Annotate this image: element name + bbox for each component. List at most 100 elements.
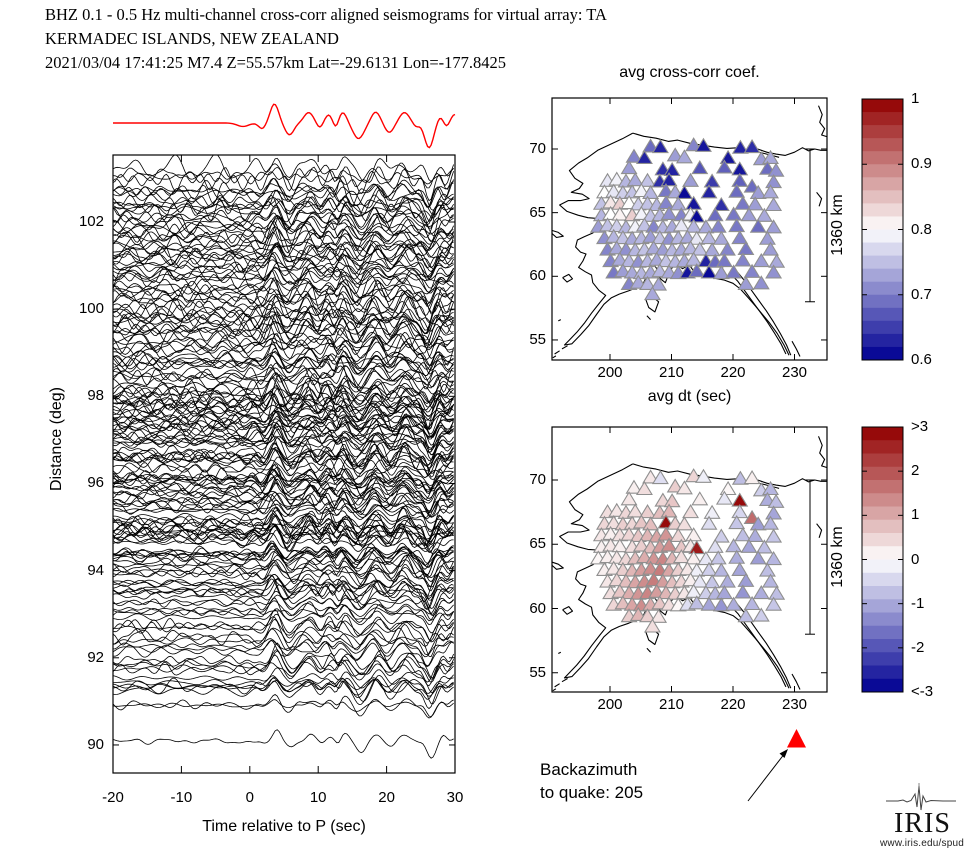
seismogram-trace <box>113 350 454 377</box>
seismogram-y-tick-label: 92 <box>87 648 104 666</box>
dt-colorbar-band <box>862 466 903 481</box>
station-marker <box>642 138 660 153</box>
seismogram-trace <box>113 166 454 192</box>
seismogram-trace <box>113 638 454 658</box>
station-marker <box>737 275 755 290</box>
seismogram-trace <box>113 437 454 474</box>
cc-map-y-tick-label: 55 <box>529 330 546 348</box>
seismogram-trace <box>113 456 454 481</box>
seismogram-trace <box>113 354 454 381</box>
coastline <box>730 273 787 355</box>
cc-colorbar-band <box>862 99 903 113</box>
station-marker <box>643 286 661 301</box>
seismogram-trace <box>113 562 454 592</box>
dt-map-y-tick-label: 65 <box>529 535 546 553</box>
station-marker <box>691 241 709 256</box>
seismogram-trace <box>113 168 454 202</box>
station-marker <box>682 504 700 519</box>
seismogram-trace <box>113 402 454 422</box>
seismogram-trace <box>113 420 454 456</box>
seismogram-trace <box>113 175 454 208</box>
seismogram-trace <box>113 227 454 264</box>
station-marker <box>715 252 733 268</box>
dt-colorbar-band <box>862 506 903 521</box>
station-marker <box>703 504 721 519</box>
station-marker <box>663 161 681 177</box>
station-marker <box>703 574 721 589</box>
station-marker <box>608 171 626 186</box>
dt-colorbar-tick-label: 2 <box>911 462 920 480</box>
station-marker <box>734 584 752 599</box>
seismogram-trace <box>113 241 454 270</box>
station-marker <box>728 183 746 198</box>
station-marker <box>660 172 678 187</box>
station-marker <box>749 550 767 565</box>
station-marker <box>731 561 749 577</box>
dt-map-title: avg dt (sec) <box>647 388 732 405</box>
seismogram-trace <box>113 591 454 617</box>
station-marker <box>697 550 715 566</box>
seismogram-trace <box>113 466 454 486</box>
seismogram-trace <box>113 388 454 430</box>
coastline <box>646 647 651 653</box>
seismogram-trace <box>113 564 454 588</box>
station-marker <box>639 172 656 187</box>
coastline <box>552 561 564 570</box>
seismogram-trace <box>113 578 454 611</box>
seismogram-trace <box>113 292 454 324</box>
station-marker <box>632 182 650 198</box>
coastline <box>562 273 574 283</box>
seismogram-trace <box>113 616 454 644</box>
station-marker <box>669 196 687 211</box>
station-marker <box>632 514 650 529</box>
seismogram-trace <box>113 333 454 352</box>
station-marker <box>657 526 675 541</box>
seismogram-trace <box>113 604 454 621</box>
station-marker <box>685 137 703 152</box>
seismogram-trace <box>113 384 454 408</box>
cc-colorbar-band <box>862 138 903 152</box>
dt-colorbar-band <box>862 493 903 507</box>
dt-colorbar-band <box>862 427 903 441</box>
cc-colorbar-band <box>862 112 903 126</box>
dt-map-box <box>551 426 828 693</box>
station-marker <box>752 252 770 268</box>
station-marker <box>688 595 706 610</box>
station-marker <box>669 527 687 542</box>
station-marker <box>731 504 749 519</box>
dt-map-y-tick-label: 60 <box>529 599 546 617</box>
station-marker <box>746 196 764 211</box>
seismogram-trace <box>113 372 454 404</box>
seismogram-trace <box>113 578 454 609</box>
seismogram-trace <box>113 490 454 514</box>
station-marker <box>626 503 644 518</box>
cc-map-x-tick-label: 220 <box>720 364 746 381</box>
seismogram-trace <box>113 478 454 512</box>
station-marker <box>650 608 668 623</box>
station-marker <box>746 527 764 542</box>
seismogram-y-tick-label: 102 <box>78 213 104 230</box>
seismogram-trace <box>113 270 454 307</box>
station-marker <box>700 515 718 530</box>
seismogram-trace <box>113 357 454 393</box>
station-marker <box>625 479 643 494</box>
station-marker <box>691 573 709 588</box>
seismogram-trace <box>113 385 454 417</box>
seismogram-trace <box>113 676 454 699</box>
cc-colorbar-band <box>862 320 903 335</box>
dt-colorbar-band <box>862 612 903 627</box>
cc-colorbar-band <box>862 346 903 361</box>
dt-colorbar-band <box>862 572 903 587</box>
station-marker <box>660 537 678 552</box>
station-marker <box>765 596 783 611</box>
seismogram-trace <box>113 667 454 694</box>
seismogram-x-tick-label: 20 <box>378 789 395 806</box>
seismogram-trace <box>113 279 454 315</box>
station-marker <box>740 538 758 553</box>
cc-colorbar-band <box>862 281 903 296</box>
seismogram-trace <box>113 597 454 626</box>
cc-map-scale-bar-label: 1360 km <box>829 194 846 256</box>
station-marker <box>675 516 693 531</box>
coastline <box>558 319 562 322</box>
figure-title-line1: BHZ 0.1 - 0.5 Hz multi-channel cross-cor… <box>45 5 607 24</box>
